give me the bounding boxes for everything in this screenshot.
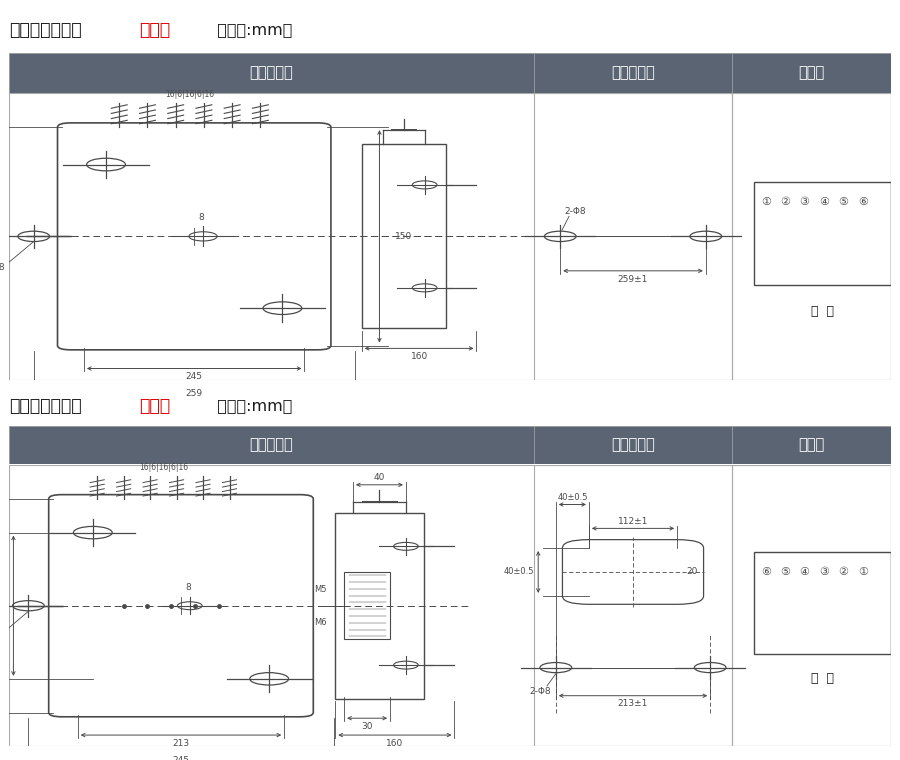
Bar: [534, 53, 733, 93]
Text: 40±0.5: 40±0.5: [557, 492, 588, 502]
Text: 背  视: 背 视: [811, 673, 834, 686]
Bar: [362, 144, 446, 328]
Text: M5: M5: [314, 584, 327, 594]
Text: ①: ①: [858, 567, 868, 577]
Text: 245: 245: [185, 372, 202, 381]
Text: 40±0.5: 40±0.5: [503, 568, 534, 577]
Text: 112±1: 112±1: [617, 517, 648, 526]
Text: 16|6|16|6|16: 16|6|16|6|16: [166, 90, 214, 99]
Text: 259: 259: [185, 389, 202, 398]
Text: 单相过流凸出式: 单相过流凸出式: [9, 21, 82, 39]
Text: 16|6|16|6|16: 16|6|16|6|16: [139, 463, 188, 472]
Text: ⑤: ⑤: [780, 567, 790, 577]
Text: ②: ②: [780, 197, 790, 207]
Bar: [733, 465, 891, 746]
Text: M6: M6: [314, 618, 327, 627]
Bar: [534, 93, 733, 380]
Text: 150: 150: [395, 232, 412, 241]
Bar: [344, 572, 390, 639]
Bar: [754, 182, 891, 285]
Bar: [9, 426, 534, 464]
Bar: [336, 513, 424, 698]
Bar: [534, 465, 733, 746]
Text: 外形尺寸图: 外形尺寸图: [249, 437, 293, 452]
Text: 端子图: 端子图: [798, 437, 824, 452]
Text: 单相过流凸出式: 单相过流凸出式: [9, 397, 82, 414]
Text: 8: 8: [185, 583, 191, 591]
Text: ⑤: ⑤: [839, 197, 849, 207]
Text: ①: ①: [760, 197, 770, 207]
Text: ⑥: ⑥: [760, 567, 770, 577]
Text: 前接线: 前接线: [140, 21, 171, 39]
Text: 245: 245: [173, 755, 190, 760]
Text: 8: 8: [199, 213, 204, 222]
Text: 端子图: 端子图: [798, 65, 824, 81]
Bar: [733, 53, 891, 93]
Text: 20: 20: [686, 568, 698, 577]
Text: ④: ④: [799, 567, 810, 577]
Text: 安装开孔图: 安装开孔图: [611, 65, 655, 81]
Text: 213±1: 213±1: [617, 699, 648, 708]
Text: 40: 40: [374, 473, 385, 482]
Text: 160: 160: [386, 739, 403, 748]
Text: ③: ③: [819, 567, 829, 577]
Bar: [534, 426, 733, 464]
Text: 安装开孔图: 安装开孔图: [611, 437, 655, 452]
Text: 前  视: 前 视: [811, 305, 834, 318]
Bar: [9, 53, 534, 93]
Text: 后接线: 后接线: [140, 397, 171, 414]
Text: ②: ②: [839, 567, 849, 577]
Text: 160: 160: [410, 352, 428, 361]
Bar: [733, 93, 891, 380]
Text: 外形尺寸图: 外形尺寸图: [249, 65, 293, 81]
Text: （单位:mm）: （单位:mm）: [207, 398, 292, 413]
Text: ③: ③: [799, 197, 810, 207]
Text: 2-Φ8: 2-Φ8: [530, 687, 552, 696]
Text: 2-Φ8: 2-Φ8: [0, 264, 4, 273]
Text: （单位:mm）: （单位:mm）: [207, 22, 292, 37]
Bar: [733, 426, 891, 464]
Text: 213: 213: [173, 739, 190, 748]
Text: 30: 30: [361, 722, 373, 731]
Text: ⑥: ⑥: [858, 197, 868, 207]
Text: 2-Φ8: 2-Φ8: [564, 207, 586, 217]
Text: 259±1: 259±1: [617, 274, 648, 283]
Bar: [754, 553, 891, 654]
Text: ④: ④: [819, 197, 829, 207]
